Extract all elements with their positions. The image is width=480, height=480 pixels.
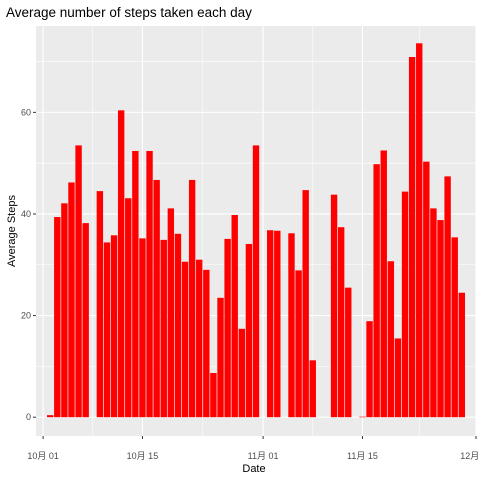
bar bbox=[437, 220, 444, 418]
bar bbox=[373, 164, 380, 418]
bar bbox=[359, 416, 366, 418]
x-tick-label: 10月 01 bbox=[27, 451, 59, 461]
y-tick-label: 40 bbox=[21, 209, 31, 219]
bar bbox=[96, 191, 104, 418]
y-tick-label: 60 bbox=[21, 107, 31, 117]
bar bbox=[174, 233, 182, 418]
bar bbox=[146, 150, 153, 418]
bar bbox=[401, 191, 409, 418]
bar bbox=[408, 56, 416, 418]
bar bbox=[295, 270, 302, 418]
bar bbox=[423, 161, 430, 418]
bar bbox=[444, 176, 451, 418]
bar bbox=[267, 230, 274, 418]
x-axis-title: Date bbox=[242, 463, 265, 475]
bar bbox=[231, 214, 238, 418]
bar bbox=[167, 208, 175, 418]
chart-title: Average number of steps taken each day bbox=[6, 5, 252, 20]
bar bbox=[238, 328, 245, 418]
bar bbox=[132, 150, 139, 418]
bar bbox=[117, 110, 125, 418]
bar bbox=[274, 230, 281, 418]
bar bbox=[47, 415, 54, 418]
bar bbox=[181, 261, 189, 418]
y-axis-title: Average Steps bbox=[6, 195, 18, 267]
bar bbox=[203, 269, 210, 418]
bar bbox=[337, 227, 345, 418]
bar bbox=[103, 242, 111, 418]
bar bbox=[196, 259, 203, 418]
bar bbox=[139, 238, 146, 418]
bar bbox=[82, 223, 89, 418]
bar bbox=[153, 179, 160, 418]
x-tick-label: 11月 01 bbox=[248, 451, 279, 461]
bar bbox=[309, 360, 316, 418]
bar bbox=[224, 238, 231, 418]
bar bbox=[387, 261, 395, 418]
x-tick-label: 10月 15 bbox=[127, 451, 159, 461]
bar bbox=[188, 179, 196, 418]
bar bbox=[302, 190, 309, 418]
bar bbox=[160, 239, 167, 418]
bar bbox=[430, 208, 437, 418]
y-tick-label: 0 bbox=[26, 412, 31, 422]
bar bbox=[217, 297, 224, 418]
bar bbox=[345, 287, 352, 418]
bar bbox=[252, 145, 260, 418]
bar bbox=[451, 237, 458, 418]
bar bbox=[416, 43, 423, 418]
y-tick-label: 20 bbox=[21, 311, 31, 321]
bar bbox=[288, 233, 295, 418]
bar bbox=[458, 292, 465, 418]
bar bbox=[245, 243, 253, 418]
bar bbox=[110, 235, 118, 418]
bar bbox=[54, 217, 61, 418]
bar bbox=[75, 145, 82, 418]
bar bbox=[210, 373, 217, 418]
bar bbox=[61, 203, 68, 418]
bars bbox=[47, 43, 465, 418]
bar bbox=[68, 182, 75, 418]
bar bbox=[394, 338, 402, 418]
bar bbox=[380, 150, 387, 418]
bar bbox=[330, 194, 338, 418]
bar bbox=[125, 198, 132, 418]
x-tick-label: 11月 15 bbox=[347, 451, 378, 461]
bar bbox=[366, 321, 373, 418]
axes: 0 20 40 60 10月 01 10月 15 11月 01 11月 15 12月 01 bbox=[21, 107, 480, 461]
x-tick-label: 12月 01 bbox=[460, 451, 480, 461]
